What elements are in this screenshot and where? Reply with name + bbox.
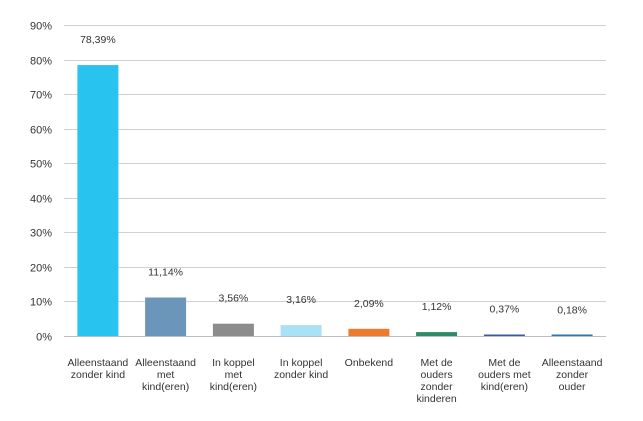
category-label: Alleenstaand zonder ouder [542, 357, 603, 393]
category-label: In koppel met kind(eren) [210, 357, 257, 393]
y-tick-label: 30% [30, 228, 52, 240]
y-tick-label: 90% [30, 21, 52, 33]
category-label-line: Alleenstaand [542, 357, 603, 369]
y-axis-ticks: 0% 10% 20% 30% 40% 50% 60% 70% 80% 90% [30, 21, 52, 344]
data-label: 2,09% [354, 298, 384, 310]
y-tick-label: 60% [30, 125, 52, 137]
category-label: Alleenstaand zonder kind [68, 357, 129, 381]
category-label-line: Met de [421, 357, 453, 369]
category-label-line: Alleenstaand [135, 357, 196, 369]
data-label: 1,12% [422, 301, 452, 313]
bar [77, 65, 119, 336]
category-label-line: zonder [556, 369, 589, 381]
bar [280, 325, 322, 336]
category-label-line: Alleenstaand [68, 357, 129, 369]
category-label-line: ouders [421, 369, 453, 381]
data-labels: 78,39% 11,14% 3,56% 3,16% 2,09% 1,12% 0,37% 0,1… [80, 34, 587, 316]
category-label-line: zonder kind [71, 369, 125, 381]
bar [483, 334, 525, 336]
category-label-line: met [157, 369, 175, 381]
bar [348, 328, 390, 336]
category-label-line: In koppel [280, 357, 323, 369]
data-label: 11,14% [148, 267, 183, 279]
category-label-line: ouder [559, 381, 586, 393]
category-label-line: Onbekend [345, 357, 394, 369]
category-label-line: In koppel [212, 357, 255, 369]
data-label: 78,39% [80, 34, 116, 46]
category-label-line: kind(eren) [142, 381, 189, 393]
y-tick-label: 70% [30, 90, 52, 102]
data-label: 3,16% [286, 294, 316, 306]
category-label-line: Met de [488, 357, 520, 369]
y-tick-label: 40% [30, 194, 52, 206]
bars [77, 65, 593, 336]
bar [416, 332, 458, 336]
bar [551, 334, 593, 336]
y-tick-label: 50% [30, 159, 52, 171]
bar [212, 323, 254, 336]
category-label-line: ouders met [478, 369, 531, 381]
y-tick-label: 0% [36, 332, 52, 344]
category-label-line: zonder [421, 381, 454, 393]
category-label: Met de ouders zonder kinderen [416, 357, 456, 405]
category-label-line: met [225, 369, 243, 381]
category-label-line: kind(eren) [210, 381, 257, 393]
y-tick-label: 10% [30, 297, 52, 309]
data-label: 0,18% [557, 304, 587, 316]
category-label-line: kinderen [416, 393, 456, 405]
bar [145, 297, 187, 336]
category-label-line: zonder kind [274, 369, 328, 381]
category-label-line: kind(eren) [481, 381, 528, 393]
category-label: In koppel zonder kind [274, 357, 328, 381]
category-label: Met de ouders met kind(eren) [478, 357, 531, 393]
category-label: Alleenstaand met kind(eren) [135, 357, 196, 393]
y-tick-label: 80% [30, 56, 52, 68]
data-label: 3,56% [219, 293, 249, 305]
gridlines [64, 25, 606, 337]
data-label: 0,37% [490, 304, 520, 316]
category-label: Onbekend [345, 357, 394, 369]
y-tick-label: 20% [30, 263, 52, 275]
